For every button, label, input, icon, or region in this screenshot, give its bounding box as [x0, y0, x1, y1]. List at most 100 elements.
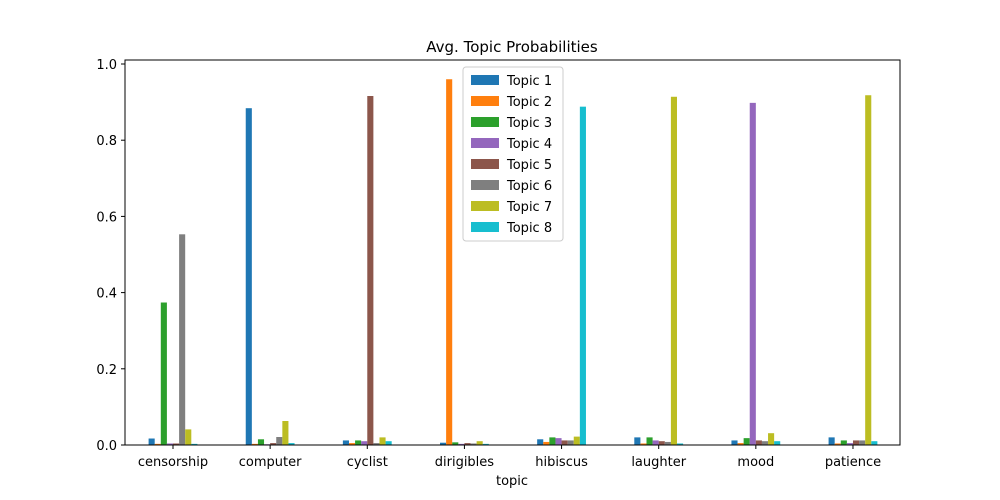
x-axis: censorship computer cyclist dirigibles hibis… [138, 445, 881, 470]
legend-swatch [471, 222, 499, 232]
bar-mood-topic-5 [755, 440, 762, 445]
legend-swatch [471, 159, 499, 169]
bar-mood-topic-8 [774, 441, 781, 445]
bar-patience-topic-6 [859, 440, 866, 445]
bar-dirigibles-topic-8 [482, 443, 489, 445]
bar-censorship-topic-5 [173, 443, 180, 445]
legend-label: Topic 2 [506, 95, 552, 110]
legend-swatch [471, 117, 499, 127]
x-tick-label: patience [825, 455, 881, 470]
x-tick-label: cyclist [347, 455, 388, 470]
bar-patience-topic-4 [846, 443, 853, 445]
legend-label: Topic 7 [506, 200, 552, 215]
bar-cyclist-topic-1 [342, 440, 349, 445]
legend-label: Topic 6 [506, 179, 552, 194]
legend-label: Topic 4 [506, 137, 552, 152]
legend-label: Topic 1 [506, 74, 552, 89]
y-tick-label: 1.0 [96, 58, 117, 73]
bar-patience-topic-3 [840, 440, 847, 445]
bar-cyclist-topic-4 [361, 441, 368, 445]
y-axis: 0.0 0.2 0.4 0.6 0.8 1.0 [96, 58, 125, 454]
bar-computer-topic-7 [282, 421, 289, 445]
bar-cyclist-topic-7 [379, 437, 386, 445]
bar-cyclist-topic-5 [367, 96, 374, 445]
bar-dirigibles-topic-3 [452, 442, 459, 445]
y-tick-label: 0.2 [96, 363, 117, 378]
x-axis-title: topic [496, 474, 528, 489]
bar-hibiscus-topic-4 [555, 438, 562, 445]
x-tick-label: censorship [138, 455, 208, 470]
plot-area [148, 79, 878, 446]
bar-censorship-topic-3 [160, 302, 167, 445]
legend-swatch [471, 138, 499, 148]
bar-censorship-topic-8 [191, 443, 198, 445]
bar-hibiscus-topic-2 [543, 441, 550, 445]
bar-mood-topic-4 [749, 102, 756, 446]
x-tick-label: laughter [631, 455, 686, 470]
bar-dirigibles-topic-4 [458, 443, 465, 445]
bar-laughter-topic-7 [670, 96, 677, 446]
legend-swatch [471, 96, 499, 106]
bar-computer-topic-3 [257, 439, 265, 445]
bar-cyclist-topic-3 [355, 440, 362, 445]
bar-mood-topic-1 [731, 440, 738, 445]
bar-laughter-topic-6 [664, 441, 671, 445]
bar-hibiscus-topic-3 [549, 437, 556, 445]
bar-laughter-topic-5 [658, 441, 665, 445]
bar-censorship-topic-4 [166, 443, 173, 445]
bar-computer-topic-5 [270, 443, 277, 445]
bar-censorship-topic-1 [148, 438, 155, 445]
bar-censorship-topic-2 [154, 443, 161, 445]
bar-computer-topic-2 [251, 443, 258, 445]
bar-mood-topic-3 [743, 438, 750, 445]
x-tick-label: mood [737, 455, 774, 470]
bar-laughter-topic-1 [634, 437, 641, 445]
x-tick-label: computer [239, 455, 302, 470]
legend-box [462, 66, 564, 242]
bar-hibiscus-topic-7 [573, 436, 580, 445]
bar-patience-topic-1 [828, 437, 835, 445]
bar-laughter-topic-3 [646, 437, 653, 445]
x-tick-label: dirigibles [435, 455, 495, 470]
legend-swatch [471, 75, 499, 85]
bar-cyclist-topic-6 [373, 443, 380, 445]
bar-dirigibles-topic-1 [440, 442, 447, 445]
legend-label: Topic 5 [506, 158, 552, 173]
legend: Topic 1 Topic 2 Topic 3 Topic 4 Topic 5 Topic… [462, 66, 564, 242]
chart-title: Avg. Topic Probabilities [426, 38, 598, 56]
legend-swatch [471, 201, 499, 211]
y-tick-label: 0.4 [96, 287, 117, 302]
bar-hibiscus-topic-1 [537, 439, 544, 445]
y-tick-label: 0.0 [96, 439, 117, 454]
bar-cyclist-topic-8 [385, 441, 392, 445]
bar-hibiscus-topic-8 [579, 106, 586, 446]
bar-mood-topic-6 [761, 441, 769, 445]
bar-patience-topic-7 [865, 95, 872, 446]
bar-laughter-topic-4 [652, 440, 659, 445]
bar-dirigibles-topic-7 [476, 441, 483, 445]
bar-computer-topic-6 [276, 437, 283, 445]
legend-swatch [471, 180, 499, 190]
bar-dirigibles-topic-5 [464, 443, 471, 445]
bar-patience-topic-8 [871, 441, 878, 445]
bar-laughter-topic-8 [677, 443, 684, 445]
bar-patience-topic-2 [834, 443, 841, 445]
bar-hibiscus-topic-6 [567, 440, 574, 445]
bar-dirigibles-topic-2 [446, 79, 453, 446]
y-tick-label: 0.8 [96, 134, 117, 149]
y-tick-label: 0.6 [96, 210, 117, 225]
legend-label: Topic 8 [506, 221, 552, 236]
bar-mood-topic-2 [737, 443, 744, 445]
bar-computer-topic-1 [245, 108, 252, 445]
bar-censorship-topic-7 [185, 429, 192, 445]
bar-patience-topic-5 [852, 440, 860, 445]
bar-censorship-topic-6 [179, 234, 186, 445]
bar-mood-topic-7 [768, 433, 775, 445]
bar-cyclist-topic-2 [348, 443, 356, 445]
legend-label: Topic 3 [506, 116, 552, 131]
bar-laughter-topic-2 [640, 443, 647, 445]
bar-hibiscus-topic-5 [561, 440, 568, 445]
plot-frame [124, 59, 901, 446]
bar-dirigibles-topic-6 [470, 443, 477, 445]
